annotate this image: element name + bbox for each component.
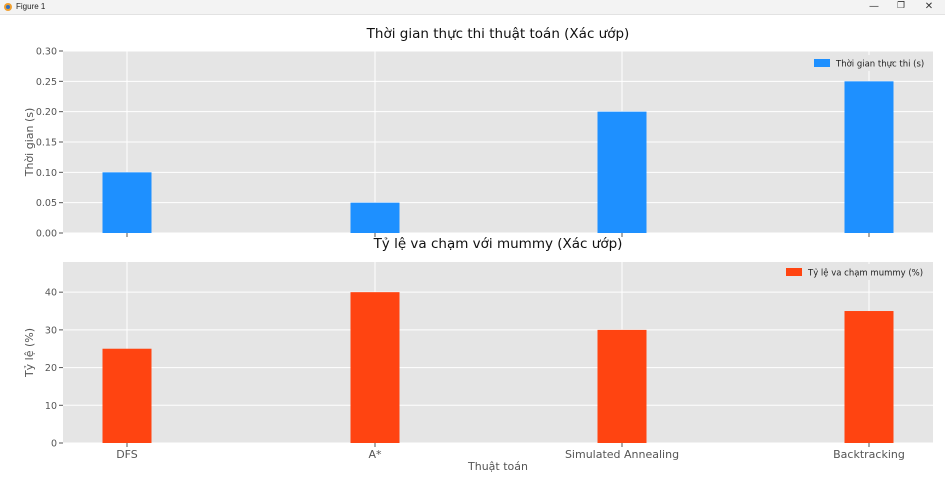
legend-swatch bbox=[814, 59, 830, 67]
y-tick-label: 30 bbox=[45, 325, 57, 336]
chart-title: Thời gian thực thi thuật toán (Xác ướp) bbox=[366, 26, 630, 42]
y-tick-label: 0.00 bbox=[36, 229, 57, 240]
maximize-button[interactable]: ❐ bbox=[896, 1, 906, 11]
x-tick-label: Backtracking bbox=[833, 448, 905, 461]
y-tick-label: 40 bbox=[45, 288, 57, 299]
app-icon bbox=[4, 3, 12, 11]
y-tick-label: 0.15 bbox=[36, 138, 57, 149]
legend-label: Thời gian thực thi (s) bbox=[835, 59, 924, 70]
bar-a bbox=[350, 292, 400, 443]
bar-backtracking bbox=[844, 311, 894, 443]
bar-simulated-annealing bbox=[597, 111, 647, 233]
x-tick-label: A* bbox=[368, 448, 382, 461]
bar-backtracking bbox=[844, 81, 894, 233]
legend-swatch bbox=[786, 268, 802, 276]
y-tick-label: 0.25 bbox=[36, 77, 57, 88]
bar-a bbox=[350, 202, 400, 233]
x-axis-label: Thuật toán bbox=[467, 460, 528, 473]
bar-dfs bbox=[102, 348, 152, 443]
bar-simulated-annealing bbox=[597, 329, 647, 443]
x-tick-label: DFS bbox=[116, 448, 138, 461]
y-tick-label: 20 bbox=[45, 363, 57, 374]
bar-dfs bbox=[102, 172, 152, 233]
close-button[interactable]: ✕ bbox=[924, 1, 934, 12]
y-axis-label: Thời gian (s) bbox=[23, 108, 36, 178]
minimize-button[interactable]: — bbox=[869, 1, 879, 12]
chart-title: Tỷ lệ va chạm với mummy (Xác ướp) bbox=[373, 236, 623, 252]
window-title: Figure 1 bbox=[16, 2, 46, 11]
legend-label: Tỷ lệ va chạm mummy (%) bbox=[807, 268, 923, 279]
figure-canvas: 0.00 0.05 0.10 0.15 0.20 0.25 0.30 Thời gian th… bbox=[23, 26, 933, 473]
y-tick-label: 0 bbox=[51, 439, 57, 450]
y-tick-label: 0.05 bbox=[36, 198, 57, 209]
legend-box bbox=[808, 55, 931, 71]
y-tick-label: 0.10 bbox=[36, 168, 57, 179]
x-tick-label: Simulated Annealing bbox=[565, 448, 679, 461]
window-titlebar: Figure 1 — ❐ ✕ bbox=[0, 0, 945, 15]
legend-box bbox=[780, 264, 931, 280]
plot-area-2 bbox=[63, 262, 933, 443]
y-tick-label: 10 bbox=[45, 401, 57, 412]
y-tick-label: 0.20 bbox=[36, 107, 57, 118]
y-tick-label: 0.30 bbox=[36, 47, 57, 58]
y-axis-label: Tỷ lệ (%) bbox=[23, 328, 36, 378]
